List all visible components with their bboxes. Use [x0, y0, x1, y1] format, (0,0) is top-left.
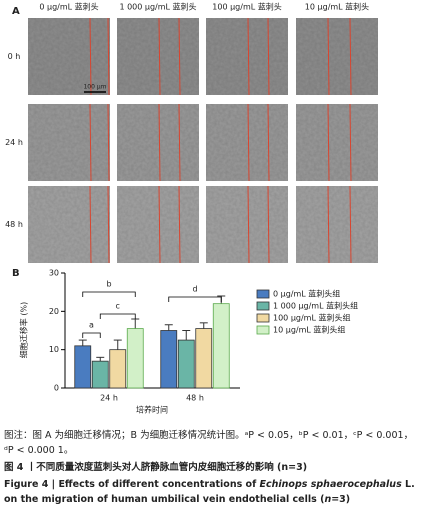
bar — [177, 339, 195, 389]
panel-label: A — [12, 6, 20, 17]
caption-part: n — [324, 494, 332, 505]
wound-edge — [107, 17, 110, 96]
legend-label: 1 000 μg/mL 蓝刺头组 — [273, 301, 358, 311]
significance-label: c — [116, 302, 120, 311]
bar — [160, 330, 178, 389]
caption-part: Echinops sphaerocephalus — [259, 479, 402, 490]
column-header: 1 000 μg/mL 蓝刺头 — [119, 2, 196, 12]
wound-edge — [267, 103, 270, 182]
column-header: 0 μg/mL 蓝刺头 — [39, 2, 98, 12]
wound-edge — [247, 103, 250, 182]
wound-edge — [247, 17, 250, 96]
wound-edge — [89, 17, 92, 96]
legend-label: 0 μg/mL 蓝刺头组 — [273, 289, 340, 299]
caption-part: Figure 4 | Effects of different concentr… — [4, 479, 260, 490]
significance-label: b — [106, 280, 111, 289]
significance-bracket — [99, 313, 136, 319]
wound-edge — [158, 185, 161, 264]
micrograph — [296, 18, 378, 95]
row-label: 48 h — [5, 220, 23, 229]
wound-edge — [327, 17, 330, 96]
wound-edge — [349, 185, 352, 264]
column-header: 100 μg/mL 蓝刺头 — [212, 2, 281, 12]
micrograph — [117, 186, 199, 263]
micrograph — [296, 104, 378, 181]
wound-edge — [349, 103, 352, 182]
wound-edge — [178, 185, 181, 264]
x-tick-label: 24 h — [100, 394, 118, 403]
scale-bar-label: 100 μm — [83, 84, 106, 91]
y-tick-label: 30 — [49, 269, 59, 278]
micrograph — [206, 18, 288, 95]
legend-swatch — [256, 301, 270, 311]
x-axis-title: 培养时间 — [136, 405, 168, 415]
caption-part: L. on the migration of human umbilical v… — [4, 479, 415, 505]
bar — [74, 345, 92, 389]
caption-title-cn: 图 4 丨不同质量浓度蓝刺头对人脐静脉血管内皮细胞迁移的影响 (n=3) — [4, 462, 308, 473]
legend-label: 10 μg/mL 蓝刺头组 — [273, 325, 345, 335]
caption-part: =3) — [331, 494, 351, 505]
micrograph — [28, 18, 110, 95]
wound-edge — [327, 103, 330, 182]
wound-edge — [178, 103, 181, 182]
legend-label: 100 μg/mL 蓝刺头组 — [273, 313, 350, 323]
legend-swatch — [256, 313, 270, 323]
micrograph — [117, 18, 199, 95]
micrograph — [28, 186, 110, 263]
wound-edge — [158, 103, 161, 182]
wound-edge — [327, 185, 330, 264]
wound-edge — [247, 185, 250, 264]
bar — [91, 360, 109, 389]
micrograph — [28, 104, 110, 181]
micrograph — [296, 186, 378, 263]
wound-edge — [178, 17, 181, 96]
legend-swatch — [256, 325, 270, 335]
row-label: 0 h — [8, 52, 21, 61]
bar — [126, 328, 144, 389]
legend-swatch — [256, 289, 270, 299]
bar — [212, 303, 230, 389]
wound-edge — [107, 103, 110, 182]
y-tick-label: 0 — [54, 384, 59, 393]
wound-edge — [267, 17, 270, 96]
y-tick-label: 20 — [49, 307, 59, 316]
wound-edge — [158, 17, 161, 96]
micrograph — [206, 186, 288, 263]
y-tick-label: 10 — [49, 345, 59, 354]
wound-edge — [349, 17, 352, 96]
wound-edge — [107, 185, 110, 264]
significance-bracket — [82, 291, 136, 297]
panel-label: B — [12, 268, 20, 279]
micrograph — [117, 104, 199, 181]
wound-edge — [89, 185, 92, 264]
bar — [109, 349, 127, 389]
wound-edge — [267, 185, 270, 264]
significance-bracket — [82, 332, 101, 338]
wound-edge — [89, 103, 92, 182]
row-label: 24 h — [5, 138, 23, 147]
x-tick-label: 48 h — [186, 394, 204, 403]
column-header: 10 μg/mL 蓝刺头 — [305, 2, 369, 12]
y-axis-title: 细胞迁移率 (%) — [19, 302, 29, 358]
significance-bracket — [168, 296, 222, 302]
micrograph — [206, 104, 288, 181]
significance-label: d — [192, 285, 197, 294]
caption-note: 图注：图 A 为细胞迁移情况；B 为细胞迁移情况统计图。ᵃP < 0.05，ᵇP… — [4, 430, 414, 456]
significance-label: a — [89, 321, 94, 330]
caption-title-en: Figure 4 | Effects of different concentr… — [4, 477, 416, 507]
bar — [195, 328, 213, 389]
